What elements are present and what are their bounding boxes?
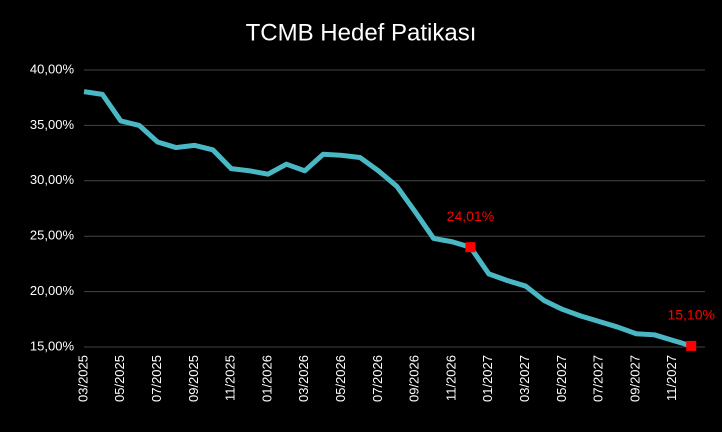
x-tick-label: 03/2025 xyxy=(75,355,90,402)
x-tick-label: 09/2026 xyxy=(407,355,422,402)
chart-title: TCMB Hedef Patikası xyxy=(246,19,477,46)
x-tick-label: 07/2027 xyxy=(591,355,606,402)
x-tick-label: 11/2025 xyxy=(223,355,238,401)
point-marker xyxy=(465,242,476,253)
y-tick-label: 20,00% xyxy=(30,283,75,298)
data-label: 24,01% xyxy=(447,208,494,224)
x-tick-label: 03/2027 xyxy=(517,355,532,402)
data-label: 15,10% xyxy=(667,307,714,323)
y-tick-label: 35,00% xyxy=(30,117,75,132)
x-tick-label: 05/2025 xyxy=(112,355,127,402)
x-tick-label: 01/2027 xyxy=(480,355,495,402)
x-tick-label: 07/2026 xyxy=(370,355,385,402)
x-tick-label: 09/2027 xyxy=(627,355,642,402)
point-marker xyxy=(686,340,697,351)
x-tick-label: 05/2027 xyxy=(554,355,569,402)
x-tick-label: 07/2025 xyxy=(149,355,164,402)
y-tick-label: 40,00% xyxy=(30,61,75,76)
x-tick-label: 03/2026 xyxy=(296,355,311,402)
x-tick-label: 01/2026 xyxy=(259,355,274,402)
data-line xyxy=(83,89,692,349)
y-tick-label: 25,00% xyxy=(30,228,75,243)
y-tick-label: 30,00% xyxy=(30,172,75,187)
x-tick-label: 11/2026 xyxy=(443,355,458,401)
x-tick-label: 05/2026 xyxy=(333,355,348,402)
x-tick-label: 09/2025 xyxy=(186,355,201,402)
y-tick-label: 15,00% xyxy=(30,338,75,353)
x-tick-label: 11/2027 xyxy=(664,355,679,401)
